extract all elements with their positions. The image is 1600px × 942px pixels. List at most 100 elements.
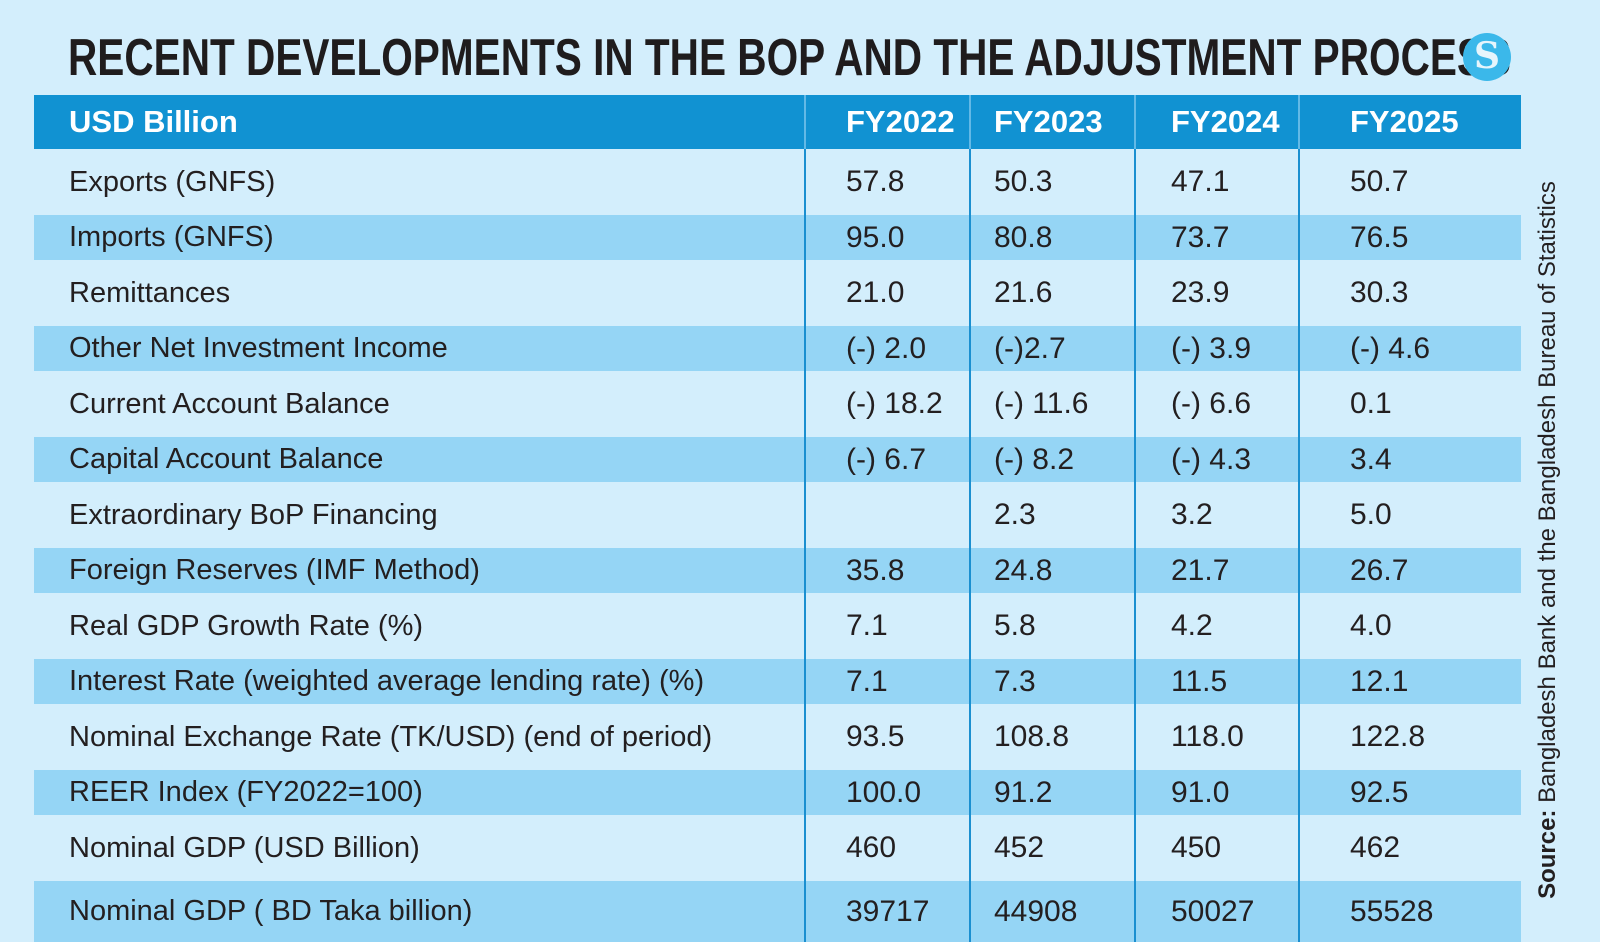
column-divider bbox=[804, 326, 806, 371]
column-divider bbox=[1134, 371, 1136, 437]
column-divider bbox=[969, 437, 971, 482]
row-label: Extraordinary BoP Financing bbox=[69, 498, 438, 531]
column-divider bbox=[969, 815, 971, 881]
value-cell-fy2025: 0.1 bbox=[1350, 387, 1392, 420]
logo-glyph: S bbox=[1474, 35, 1500, 77]
value-cell-fy2025: 462 bbox=[1350, 831, 1401, 864]
column-divider bbox=[1134, 326, 1136, 371]
value-cell-fy2025: 30.3 bbox=[1350, 276, 1409, 309]
column-divider bbox=[1134, 482, 1136, 548]
value-cell-fy2022: 7.1 bbox=[846, 609, 888, 642]
column-header-fy2025: FY2025 bbox=[1350, 104, 1459, 139]
value-cell-fy2025: 3.4 bbox=[1350, 442, 1392, 476]
column-divider bbox=[1298, 95, 1300, 149]
source-text: Bangladesh Bank and the Bangladesh Burea… bbox=[1534, 181, 1561, 810]
value-cell-fy2022: 100.0 bbox=[846, 775, 922, 809]
column-divider bbox=[804, 548, 806, 593]
column-divider bbox=[1298, 659, 1300, 704]
column-divider bbox=[969, 215, 971, 260]
value-cell-fy2025: 12.1 bbox=[1350, 664, 1409, 698]
value-cell-fy2022: (-) 6.7 bbox=[846, 442, 927, 476]
column-divider bbox=[1298, 482, 1300, 548]
value-cell-fy2025: 26.7 bbox=[1350, 553, 1409, 587]
value-cell-fy2023: 5.8 bbox=[994, 609, 1036, 642]
column-divider bbox=[969, 260, 971, 326]
value-cell-fy2022: 460 bbox=[846, 831, 897, 864]
row-label: Nominal Exchange Rate (TK/USD) (end of p… bbox=[69, 720, 713, 753]
row-label: Nominal GDP ( BD Taka billion) bbox=[69, 895, 473, 927]
column-divider bbox=[1298, 815, 1300, 881]
value-cell-fy2023: (-)2.7 bbox=[994, 331, 1066, 365]
value-cell-fy2024: 50027 bbox=[1171, 894, 1255, 928]
value-cell-fy2025: 50.7 bbox=[1350, 165, 1409, 198]
value-cell-fy2023: 7.3 bbox=[994, 664, 1036, 698]
row-label: Nominal GDP (USD Billion) bbox=[69, 831, 420, 864]
value-cell-fy2023: 452 bbox=[994, 831, 1045, 864]
row-label: REER Index (FY2022=100) bbox=[69, 776, 423, 808]
page-title: RECENT DEVELOPMENTS IN THE BOP AND THE A… bbox=[68, 29, 1512, 87]
table-row: Nominal Exchange Rate (TK/USD) (end of p… bbox=[34, 704, 1521, 770]
column-divider bbox=[1134, 659, 1136, 704]
column-divider bbox=[804, 593, 806, 659]
column-divider bbox=[804, 881, 806, 942]
value-cell-fy2023: (-) 8.2 bbox=[994, 442, 1075, 476]
column-divider bbox=[969, 881, 971, 942]
value-cell-fy2022: 93.5 bbox=[846, 720, 905, 753]
value-cell-fy2022: 35.8 bbox=[846, 553, 905, 587]
column-header-fy2023: FY2023 bbox=[994, 104, 1103, 139]
table-row: Other Net Investment Income (-) 2.0 (-)2.7… bbox=[34, 326, 1521, 371]
column-divider bbox=[1298, 437, 1300, 482]
value-cell-fy2023: 21.6 bbox=[994, 276, 1053, 309]
value-cell-fy2024: 11.5 bbox=[1171, 664, 1228, 698]
value-cell-fy2024: 118.0 bbox=[1171, 720, 1244, 753]
column-header-fy2024: FY2024 bbox=[1171, 104, 1280, 139]
value-cell-fy2025: 76.5 bbox=[1350, 220, 1409, 254]
row-label: Real GDP Growth Rate (%) bbox=[69, 609, 424, 642]
the-daily-star-logo-icon: S bbox=[1463, 33, 1511, 81]
column-divider bbox=[1298, 548, 1300, 593]
column-divider bbox=[1134, 881, 1136, 942]
column-divider bbox=[1298, 215, 1300, 260]
row-label: Exports (GNFS) bbox=[69, 165, 276, 198]
value-cell-fy2022: (-) 18.2 bbox=[846, 387, 943, 420]
value-cell-fy2024: 450 bbox=[1171, 831, 1222, 864]
value-cell-fy2024: (-) 6.6 bbox=[1171, 387, 1252, 420]
column-divider bbox=[1134, 215, 1136, 260]
column-header-fy2022: FY2022 bbox=[846, 104, 955, 139]
source-note: Source: Bangladesh Bank and the Banglade… bbox=[1534, 181, 1562, 899]
row-label: Foreign Reserves (IMF Method) bbox=[69, 554, 480, 586]
value-cell-fy2023: 2.3 bbox=[994, 498, 1036, 531]
column-divider bbox=[969, 704, 971, 770]
column-divider bbox=[1298, 260, 1300, 326]
column-divider bbox=[1134, 704, 1136, 770]
column-divider bbox=[1298, 149, 1300, 215]
value-cell-fy2024: 4.2 bbox=[1171, 609, 1213, 642]
value-cell-fy2022: 95.0 bbox=[846, 220, 905, 254]
column-divider bbox=[969, 548, 971, 593]
unit-header: USD Billion bbox=[69, 104, 238, 139]
value-cell-fy2022: 39717 bbox=[846, 894, 930, 928]
value-cell-fy2025: 5.0 bbox=[1350, 498, 1392, 531]
bop-table: USD Billion FY2022 FY2023 FY2024 FY2025 … bbox=[34, 95, 1521, 942]
value-cell-fy2022: 57.8 bbox=[846, 165, 905, 198]
row-label: Current Account Balance bbox=[69, 387, 390, 420]
value-cell-fy2023: 44908 bbox=[994, 894, 1078, 928]
value-cell-fy2023: 50.3 bbox=[994, 165, 1053, 198]
row-label: Capital Account Balance bbox=[69, 443, 384, 475]
column-divider bbox=[1298, 881, 1300, 942]
value-cell-fy2023: 91.2 bbox=[994, 775, 1053, 809]
value-cell-fy2025: (-) 4.6 bbox=[1350, 331, 1431, 365]
value-cell-fy2022: (-) 2.0 bbox=[846, 331, 927, 365]
column-divider bbox=[1134, 149, 1136, 215]
value-cell-fy2025: 122.8 bbox=[1350, 720, 1426, 753]
column-divider bbox=[969, 482, 971, 548]
column-divider bbox=[804, 659, 806, 704]
column-divider bbox=[1134, 548, 1136, 593]
column-divider bbox=[1298, 593, 1300, 659]
column-divider bbox=[804, 437, 806, 482]
column-divider bbox=[1134, 593, 1136, 659]
value-cell-fy2022: 21.0 bbox=[846, 276, 905, 309]
column-divider bbox=[804, 770, 806, 815]
table-row: Capital Account Balance (-) 6.7 (-) 8.2 (-)… bbox=[34, 437, 1521, 482]
table-row: Nominal GDP (USD Billion) 460 452 450 462 bbox=[34, 815, 1521, 881]
